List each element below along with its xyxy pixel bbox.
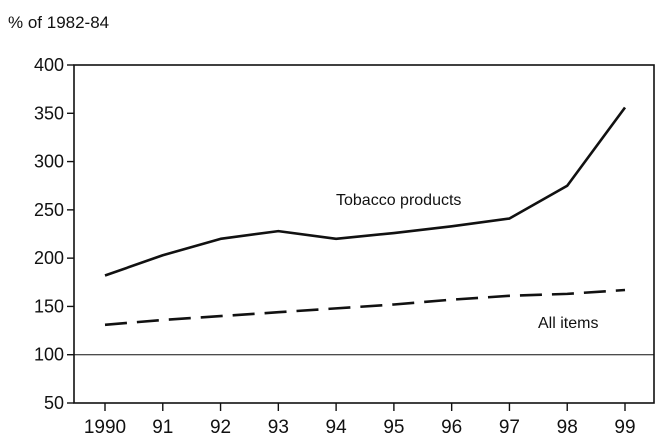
x-tick-label: 98 — [557, 417, 578, 438]
series-layer — [104, 106, 627, 327]
y-axis: 400 350 300 250 200 150 100 50 — [34, 55, 74, 413]
x-tick-label: 91 — [152, 417, 173, 438]
x-tick-label: 92 — [210, 417, 231, 438]
series-line-1 — [104, 288, 626, 327]
x-axis: 1990 91 92 93 94 95 96 97 98 99 — [84, 403, 636, 438]
x-tick-label: 1990 — [84, 417, 126, 438]
x-tick-label: 97 — [499, 417, 520, 438]
plot-frame — [73, 64, 655, 404]
y-tick-label: 50 — [44, 393, 64, 413]
x-tick-label: 94 — [326, 417, 348, 438]
y-tick-label: 100 — [34, 345, 64, 365]
y-tick-label: 300 — [34, 152, 64, 172]
x-tick-label: 96 — [441, 417, 462, 438]
x-tick-label: 95 — [383, 417, 404, 438]
series-label-tobacco: Tobacco products — [336, 192, 461, 209]
y-tick-label: 400 — [34, 55, 64, 75]
y-tick-label: 350 — [34, 103, 64, 123]
series-line-0 — [104, 106, 627, 277]
x-tick-label: 93 — [268, 417, 289, 438]
y-axis-unit-label: % of 1982-84 — [8, 13, 109, 32]
y-tick-label: 150 — [34, 296, 64, 316]
x-tick-label: 99 — [614, 417, 635, 438]
y-tick-label: 200 — [34, 248, 64, 268]
series-label-all-items: All items — [538, 315, 598, 332]
y-tick-label: 250 — [34, 200, 64, 220]
